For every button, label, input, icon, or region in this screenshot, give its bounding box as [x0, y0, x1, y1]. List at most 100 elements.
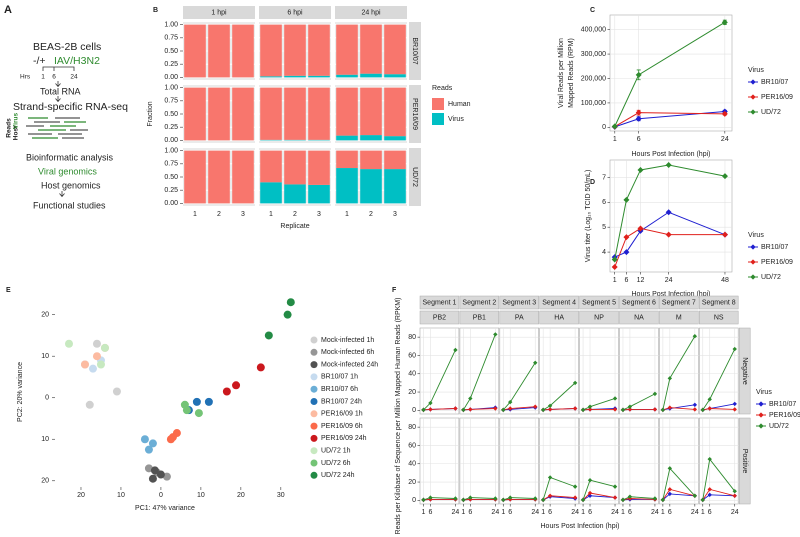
legend-label: UD/72 6h — [321, 460, 351, 467]
panel-background — [459, 417, 500, 505]
panel-background — [499, 417, 539, 505]
point — [667, 491, 673, 497]
point — [623, 196, 630, 203]
reads-illustration — [26, 117, 88, 139]
point — [707, 487, 712, 492]
legend-label: PER16/09 — [769, 412, 800, 419]
point — [635, 115, 642, 122]
legend-key — [310, 459, 318, 467]
bar-segment — [260, 182, 282, 204]
bar-segment — [308, 87, 330, 140]
facet-strip — [699, 295, 739, 310]
point — [283, 310, 292, 319]
y-tick-label: 400,000 — [581, 26, 606, 33]
facet-label: Segment 2 — [462, 299, 496, 306]
point — [232, 381, 241, 390]
y-tick-label: 10 — [41, 436, 49, 443]
facet-label: Positive — [741, 449, 748, 474]
legend-label: BR10/07 1h — [321, 374, 358, 381]
point — [421, 407, 426, 413]
y-tick-label: 40 — [408, 371, 416, 378]
x-tick-label: 1 — [613, 136, 617, 143]
point — [660, 497, 666, 503]
point — [587, 404, 593, 409]
bar-segment — [360, 24, 382, 74]
facet-strip — [409, 148, 421, 206]
point — [80, 360, 89, 369]
y-tick-label: 0.00 — [164, 200, 178, 207]
facet-label: NP — [594, 314, 604, 321]
y-tick-label: 100,000 — [581, 100, 606, 107]
legend-key — [310, 447, 318, 455]
point — [194, 409, 203, 418]
bar-segment — [336, 135, 358, 141]
y-tick-label: 0.50 — [164, 48, 178, 55]
panel-background — [419, 417, 460, 505]
point — [85, 400, 94, 409]
point — [667, 405, 673, 410]
point — [428, 407, 433, 412]
facet-label: PB1 — [473, 314, 486, 321]
bar-segment — [336, 150, 358, 169]
point — [547, 407, 553, 412]
point — [667, 376, 673, 381]
point — [732, 401, 737, 407]
x-tick-label: 6 — [628, 509, 632, 516]
point — [707, 397, 712, 402]
point — [707, 456, 712, 462]
x-tick-label: 2 — [369, 211, 373, 218]
legend-label: PER16/09 — [761, 94, 793, 101]
point — [612, 396, 618, 401]
point — [508, 495, 513, 500]
facet-strip — [579, 310, 619, 325]
point — [572, 406, 578, 411]
x-tick-label: 1 — [613, 277, 617, 284]
y-tick-label: 0.75 — [164, 35, 178, 42]
panel-label: C — [590, 7, 595, 14]
panel-background — [619, 327, 659, 415]
bar-segment — [232, 150, 254, 204]
legend-key — [750, 244, 756, 250]
point — [204, 397, 213, 406]
facet-label: NS — [714, 314, 724, 321]
point — [620, 407, 626, 413]
legend-label: UD/72 — [761, 109, 781, 116]
legend-label: BR10/07 24h — [321, 398, 362, 405]
facet-label: Segment 7 — [662, 299, 696, 306]
hours-label: Hrs — [20, 74, 31, 81]
y-tick-label: 0.00 — [164, 74, 178, 81]
legend-label: PER16/09 — [761, 259, 793, 266]
x-tick-label: 24 — [611, 509, 619, 516]
bar-segment — [260, 76, 282, 78]
x-axis-label: Replicate — [280, 223, 309, 230]
point — [635, 109, 642, 116]
bar-segment — [184, 150, 206, 204]
x-tick-label: 20 — [237, 492, 245, 499]
point — [627, 404, 633, 409]
y-axis-label: Viral Reads per Million — [558, 38, 565, 108]
legend-key — [310, 422, 318, 430]
bar-segment — [360, 87, 382, 136]
y-tick-label: 0.25 — [164, 61, 178, 68]
point — [652, 407, 658, 412]
y-tick-label: 0.75 — [164, 161, 178, 168]
y-tick-label: 0.50 — [164, 111, 178, 118]
x-tick-label: 1 — [501, 509, 505, 516]
point — [660, 407, 666, 413]
y-tick-label: 0.00 — [164, 137, 178, 144]
legend-key — [310, 385, 318, 393]
x-tick-label: 24 — [651, 509, 659, 516]
point — [612, 495, 618, 500]
x-tick-label: 24 — [721, 136, 729, 143]
legend-key — [310, 434, 318, 442]
point — [627, 407, 633, 412]
legend-key — [310, 471, 318, 479]
point — [428, 495, 433, 500]
legend-title: Virus — [748, 67, 764, 74]
facet-strip — [419, 310, 460, 325]
point — [547, 403, 553, 408]
point — [508, 399, 513, 405]
point — [700, 497, 705, 503]
y-tick-label: 200,000 — [581, 75, 606, 82]
point — [140, 435, 149, 444]
